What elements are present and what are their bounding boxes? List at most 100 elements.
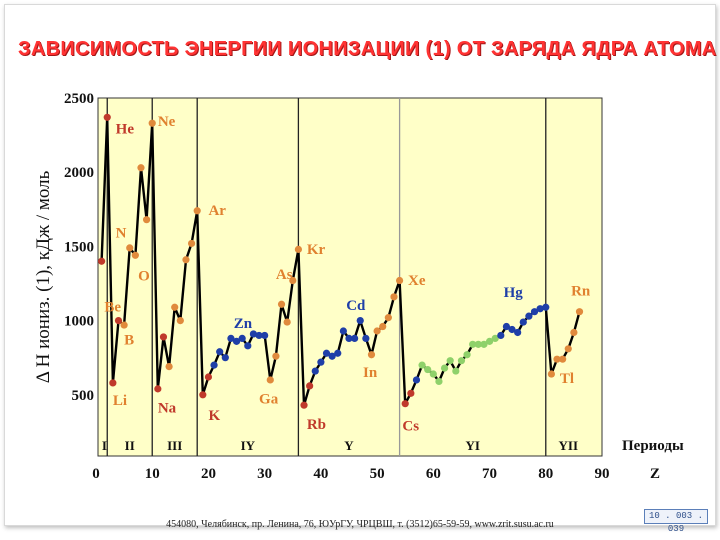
- period-label: IY: [241, 438, 256, 453]
- x-tick-label: 40: [313, 466, 328, 482]
- data-point: [272, 352, 280, 360]
- data-point: [508, 325, 516, 334]
- element-label: Hg: [504, 285, 524, 301]
- data-point: [564, 345, 572, 353]
- data-point: [362, 334, 370, 343]
- data-point: [317, 358, 325, 366]
- x-tick-label: 30: [257, 466, 272, 482]
- element-label: Cs: [402, 418, 419, 434]
- data-point: [418, 361, 426, 369]
- period-labels: I II III IY Y YI YII: [102, 438, 578, 453]
- x-axis-ticks: 0 10 20 30 40 50 60 70 80 90: [92, 466, 609, 482]
- data-point: [367, 351, 376, 359]
- data-point: [131, 251, 139, 259]
- x-tick-label: 70: [482, 466, 497, 482]
- data-point: [204, 373, 213, 381]
- data-point: [390, 293, 398, 301]
- data-point: [570, 328, 578, 337]
- data-point: [322, 349, 331, 357]
- element-label: Be: [104, 300, 121, 316]
- data-point: [261, 331, 269, 340]
- x-axis-label: Z: [650, 466, 660, 482]
- data-point: [306, 382, 314, 390]
- element-label: Na: [158, 401, 177, 417]
- data-point: [424, 365, 432, 374]
- y-axis-label: Δ H иониз. (1), кДж / моль: [33, 170, 54, 383]
- element-label: Cd: [346, 298, 366, 314]
- data-point: [120, 321, 128, 329]
- data-point: [199, 391, 207, 399]
- data-point: [480, 340, 488, 348]
- y-tick-label: 1000: [64, 314, 94, 330]
- x-tick-label: 50: [370, 466, 385, 482]
- x-tick-label: 0: [92, 466, 100, 482]
- period-label: III: [167, 438, 182, 453]
- element-label: Ar: [208, 203, 226, 219]
- data-point: [452, 367, 460, 375]
- data-point: [356, 317, 364, 325]
- x-tick-label: 10: [145, 466, 160, 482]
- data-point: [474, 340, 482, 348]
- data-point: [210, 361, 218, 369]
- data-point: [379, 322, 387, 331]
- data-point: [283, 318, 291, 326]
- data-point: [553, 355, 561, 363]
- data-point: [407, 389, 415, 397]
- data-point: [232, 337, 241, 345]
- data-point: [266, 376, 274, 384]
- data-point: [530, 308, 539, 316]
- element-label: K: [208, 408, 220, 424]
- data-point: [300, 401, 308, 409]
- element-label: Zn: [234, 316, 253, 332]
- data-point: [384, 314, 392, 322]
- data-point: [536, 305, 544, 313]
- data-point: [485, 337, 494, 345]
- data-point: [351, 334, 359, 343]
- data-point: [137, 164, 145, 172]
- data-point: [446, 357, 454, 365]
- data-point: [575, 308, 584, 316]
- y-tick-label: 500: [72, 388, 95, 404]
- data-point: [109, 379, 117, 387]
- data-point: [227, 334, 235, 343]
- slide-frame: [4, 4, 716, 526]
- element-label: Xe: [408, 273, 426, 289]
- element-label: Rn: [571, 283, 591, 299]
- data-point: [542, 303, 550, 311]
- element-label: Rb: [307, 417, 326, 433]
- element-label: Kr: [307, 242, 326, 258]
- data-point: [502, 322, 511, 331]
- data-point: [182, 256, 190, 264]
- plot-area: [97, 97, 603, 457]
- data-point: [255, 331, 263, 340]
- data-point: [171, 303, 179, 311]
- data-point: [396, 276, 404, 285]
- data-point: [491, 334, 499, 343]
- period-label: YII: [559, 438, 579, 453]
- data-point: [457, 357, 466, 365]
- data-point: [244, 342, 252, 350]
- data-point: [98, 257, 106, 265]
- data-point: [294, 245, 302, 253]
- element-label: He: [116, 122, 135, 138]
- data-point: [339, 327, 347, 335]
- data-point: [328, 352, 336, 360]
- y-tick-label: 2000: [64, 165, 94, 181]
- y-axis-ticks: 500 1000 1500 2000 2500: [64, 91, 94, 404]
- period-axis-label: Периоды: [622, 438, 684, 454]
- data-point: [334, 349, 342, 357]
- data-point: [238, 334, 246, 343]
- data-point: [159, 333, 168, 341]
- data-points: [98, 113, 584, 409]
- period-label: YI: [465, 438, 479, 453]
- data-point: [311, 367, 319, 375]
- y-tick-label: 1500: [64, 239, 94, 255]
- data-point: [345, 334, 353, 343]
- element-label: Tl: [560, 371, 574, 387]
- element-label: As: [276, 267, 293, 283]
- element-labels: He Ne Ar Kr Xe Rn N O BeB Li Na K Rb Cs Zn Cd Hg As Ga In Tl: [104, 114, 590, 434]
- data-point: [469, 340, 477, 348]
- data-point: [401, 400, 409, 408]
- period-label: Y: [344, 438, 354, 453]
- element-label: B: [124, 332, 134, 348]
